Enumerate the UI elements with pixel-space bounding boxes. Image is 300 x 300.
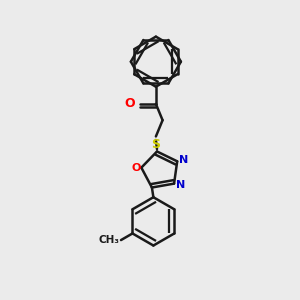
Text: N: N — [176, 180, 185, 190]
Text: CH₃: CH₃ — [98, 235, 119, 245]
Text: S: S — [152, 138, 160, 151]
Text: N: N — [179, 155, 188, 165]
Text: O: O — [131, 163, 141, 173]
Text: O: O — [124, 98, 135, 110]
